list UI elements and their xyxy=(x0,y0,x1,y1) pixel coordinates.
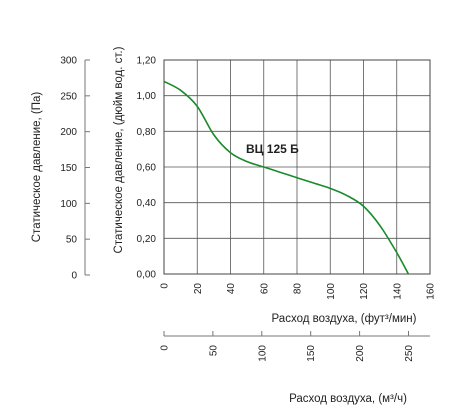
m3h-tick-label: 150 xyxy=(306,345,317,362)
pa-axis: 0 50 100 150 200 250 300 Статическое давление,… xyxy=(31,56,90,282)
y-tick-label: 1,00 xyxy=(137,91,157,102)
series-layer xyxy=(163,80,410,275)
y-axis-ticks: 0,00 0,20 0,40 0,60 0,80 1,00 1,20 xyxy=(137,56,157,281)
x-tick-label: 120 xyxy=(359,283,370,300)
x-axis-ticks: 0 20 40 60 80 100 120 140 160 xyxy=(160,283,437,300)
series-line xyxy=(163,80,410,275)
x-tick-label: 160 xyxy=(426,283,437,300)
x-axis-title: Расход воздуха, (фут³/мин) xyxy=(272,313,417,325)
y-tick-label: 0,00 xyxy=(137,270,157,281)
pa-tick-label: 100 xyxy=(60,199,77,210)
pa-tick-label: 50 xyxy=(66,235,78,246)
x-tick-label: 140 xyxy=(392,283,403,300)
pa-tick-label: 300 xyxy=(60,56,77,67)
y-axis-title: Статическое давление, (дюйм вод. ст.) xyxy=(113,46,125,253)
x-tick-label: 60 xyxy=(259,283,270,295)
pa-axis-title: Статическое давление, (Па) xyxy=(31,92,43,243)
pa-axis-ticks: 0 50 100 150 200 250 300 xyxy=(60,56,90,282)
x-tick-label: 100 xyxy=(326,283,337,300)
m3h-tick-label: 200 xyxy=(355,345,366,362)
x-tick-label: 20 xyxy=(193,283,204,295)
plot-area: 0,00 0,20 0,40 0,60 0,80 1,00 1,20 0 20 40 60 80 10… xyxy=(113,46,437,325)
m3h-axis: 0 50 100 150 200 250 Расход воздуха, (м³/ч) xyxy=(160,331,430,405)
pa-tick-label: 250 xyxy=(60,91,77,102)
m3h-tick-label: 50 xyxy=(208,345,219,357)
pa-tick-label: 200 xyxy=(60,127,77,138)
m3h-axis-title: Расход воздуха, (м³/ч) xyxy=(289,393,407,405)
x-tick-label: 80 xyxy=(293,283,304,295)
pa-tick-label: 0 xyxy=(71,271,77,282)
x-tick-label: 0 xyxy=(160,283,171,289)
y-tick-label: 0,60 xyxy=(137,163,157,174)
m3h-tick-label: 0 xyxy=(160,345,171,351)
pa-tick-label: 150 xyxy=(60,163,77,174)
x-tick-label: 40 xyxy=(226,283,237,295)
y-tick-label: 0,80 xyxy=(137,127,157,138)
m3h-tick-label: 250 xyxy=(404,345,415,362)
m3h-tick-label: 100 xyxy=(257,345,268,362)
gridlines xyxy=(163,59,431,275)
y-tick-label: 1,20 xyxy=(137,56,157,67)
m3h-axis-ticks: 0 50 100 150 200 250 xyxy=(160,331,415,362)
plot-frame xyxy=(163,59,431,275)
y-tick-label: 0,40 xyxy=(137,198,157,209)
y-tick-label: 0,20 xyxy=(137,234,157,245)
series-label: ВЦ 125 Б xyxy=(246,142,299,156)
